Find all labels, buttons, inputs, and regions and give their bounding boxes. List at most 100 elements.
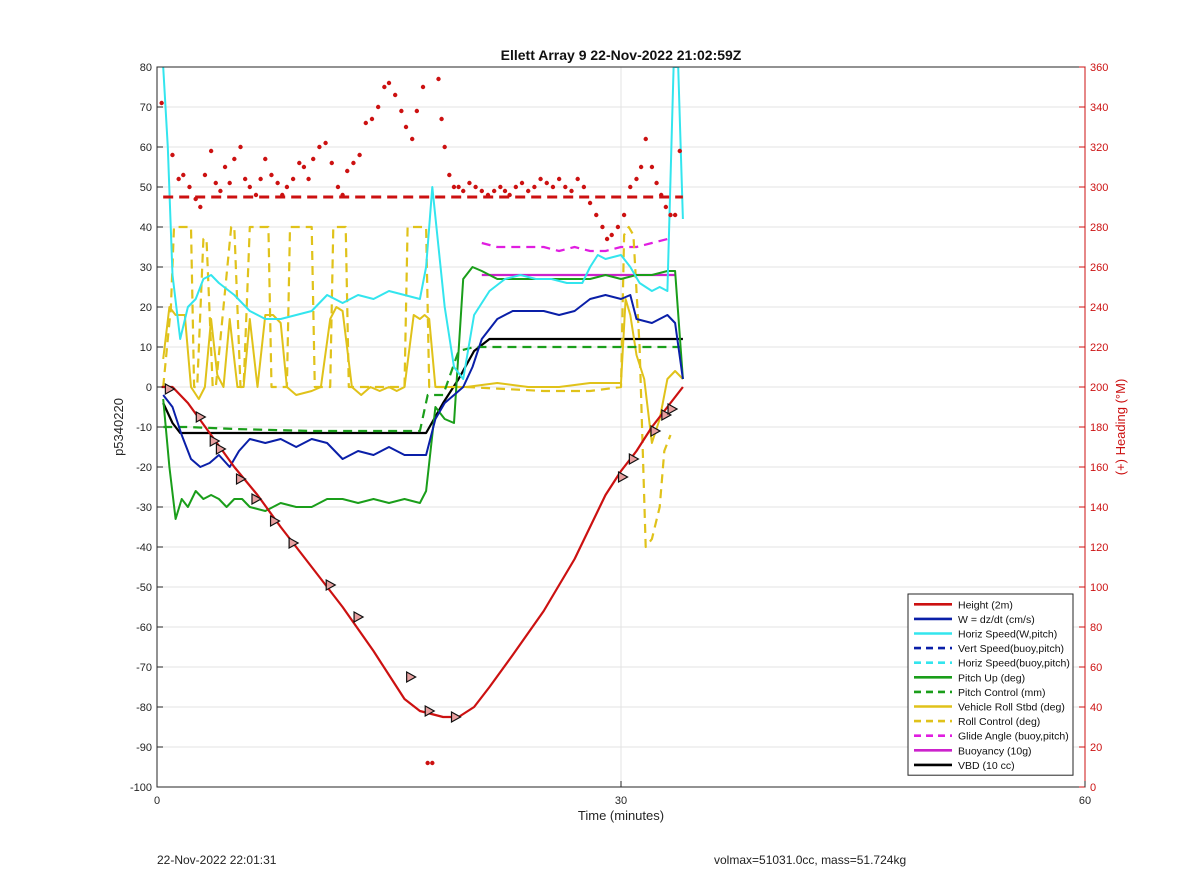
y-tick-label-0: -100 (130, 782, 152, 794)
height-marker (424, 704, 436, 718)
heading-point (232, 156, 237, 162)
x-tick-label-1: 30 (615, 795, 627, 807)
legend-label-buoyancy: Buoyancy (10g) (958, 745, 1032, 757)
height-marker (353, 610, 365, 624)
heading-point (386, 80, 392, 86)
heading-point (340, 192, 345, 198)
heading-point (659, 192, 664, 198)
legend-label-horiz: Horiz Speed(W,pitch) (958, 629, 1057, 641)
left-axis: -100-90-80-70-60-50-40-30-20-10010203040… (130, 62, 163, 794)
y2-tick-label-9: 180 (1090, 422, 1108, 434)
y2-tick-label-10: 200 (1090, 382, 1108, 394)
heading-point (198, 204, 203, 210)
heading-point (425, 760, 430, 766)
heading-point (280, 192, 285, 198)
y-tick-label-14: 40 (140, 222, 152, 234)
heading-point (643, 136, 648, 142)
y-tick-label-1: -90 (136, 742, 152, 754)
height-marker (215, 442, 227, 456)
heading-point (329, 160, 334, 166)
heading-point (187, 184, 192, 190)
heading-point (668, 212, 673, 218)
heading-point (649, 164, 655, 170)
heading-point (159, 100, 164, 106)
heading-point (399, 108, 404, 114)
chart-title: Ellett Array 9 22-Nov-2022 21:02:59Z (501, 47, 742, 63)
heading-point (609, 232, 614, 238)
y-tick-label-11: 10 (140, 342, 152, 354)
heading-point (513, 184, 519, 190)
height-marker (325, 578, 337, 592)
heading-point (556, 176, 562, 182)
heading-point (275, 180, 280, 186)
heading-point (208, 148, 214, 154)
heading-point (311, 156, 316, 162)
heading-point (473, 184, 478, 190)
legend-label-vbd: VBD (10 cc) (958, 760, 1015, 772)
heading-point (502, 188, 508, 194)
heading-point (467, 180, 472, 186)
heading-point (677, 148, 682, 154)
legend-label-pitch_ctrl: Pitch Control (mm) (958, 687, 1046, 699)
y2-tick-label-11: 220 (1090, 342, 1108, 354)
height-marker (406, 670, 417, 684)
height-marker (235, 472, 247, 486)
heading-point (227, 180, 232, 186)
series-line-pitch_ctrl (163, 345, 683, 433)
heading-point (491, 188, 497, 194)
y2-tick-label-15: 300 (1090, 182, 1108, 194)
y-axis-label: p5340220 (111, 398, 126, 456)
heading-point (581, 184, 587, 190)
heading-point (351, 160, 356, 166)
heading-point (403, 124, 409, 130)
heading-point (532, 184, 537, 190)
height-marker (269, 514, 281, 528)
heading-point (600, 224, 605, 230)
y-tick-label-12: 20 (140, 302, 152, 314)
heading-point (181, 172, 186, 178)
y-tick-label-16: 60 (140, 142, 152, 154)
y2-tick-label-2: 40 (1090, 702, 1102, 714)
legend-label-vert_buoy: Vert Speed(buoy,pitch) (958, 643, 1064, 655)
y2-tick-label-18: 360 (1090, 62, 1108, 74)
heading-point (604, 236, 610, 242)
height-marker (251, 492, 263, 506)
y-tick-label-6: -40 (136, 542, 152, 554)
y2-tick-label-3: 60 (1090, 662, 1102, 674)
y2-tick-label-7: 140 (1090, 502, 1108, 514)
legend-label-w: W = dz/dt (cm/s) (958, 614, 1035, 626)
heading-point (170, 152, 175, 158)
heading-point (222, 164, 228, 170)
heading-layer (159, 76, 683, 766)
heading-point (317, 144, 322, 150)
heading-point (357, 152, 362, 158)
y-tick-label-3: -70 (136, 662, 152, 674)
series-line-horiz (162, 67, 684, 380)
legend-label-roll: Vehicle Roll Stbd (deg) (958, 702, 1065, 714)
heading-point (575, 176, 580, 182)
heading-point (213, 180, 218, 186)
heading-point (297, 160, 302, 166)
heading-point (672, 212, 678, 218)
y2-tick-label-5: 100 (1090, 582, 1108, 594)
y2-tick-label-16: 320 (1090, 142, 1108, 154)
heading-point (269, 172, 274, 178)
marker-layer (164, 382, 679, 724)
heading-point (369, 116, 375, 122)
heading-point (345, 168, 350, 174)
x-axis-label: Time (minutes) (578, 808, 664, 823)
y-tick-label-7: -30 (136, 502, 152, 514)
heading-point (284, 184, 290, 190)
heading-point (253, 192, 259, 198)
height-marker (195, 410, 207, 424)
y-tick-label-2: -80 (136, 702, 152, 714)
bottom-axis: 0 30 60 (154, 781, 1091, 807)
height-marker (288, 536, 300, 550)
heading-point (430, 760, 435, 766)
heading-point (202, 172, 208, 178)
heading-point (363, 120, 368, 126)
heading-point (621, 212, 627, 218)
heading-point (638, 164, 644, 170)
y2-tick-label-0: 0 (1090, 782, 1096, 794)
legend-label-glide: Glide Angle (buoy,pitch) (958, 731, 1069, 743)
